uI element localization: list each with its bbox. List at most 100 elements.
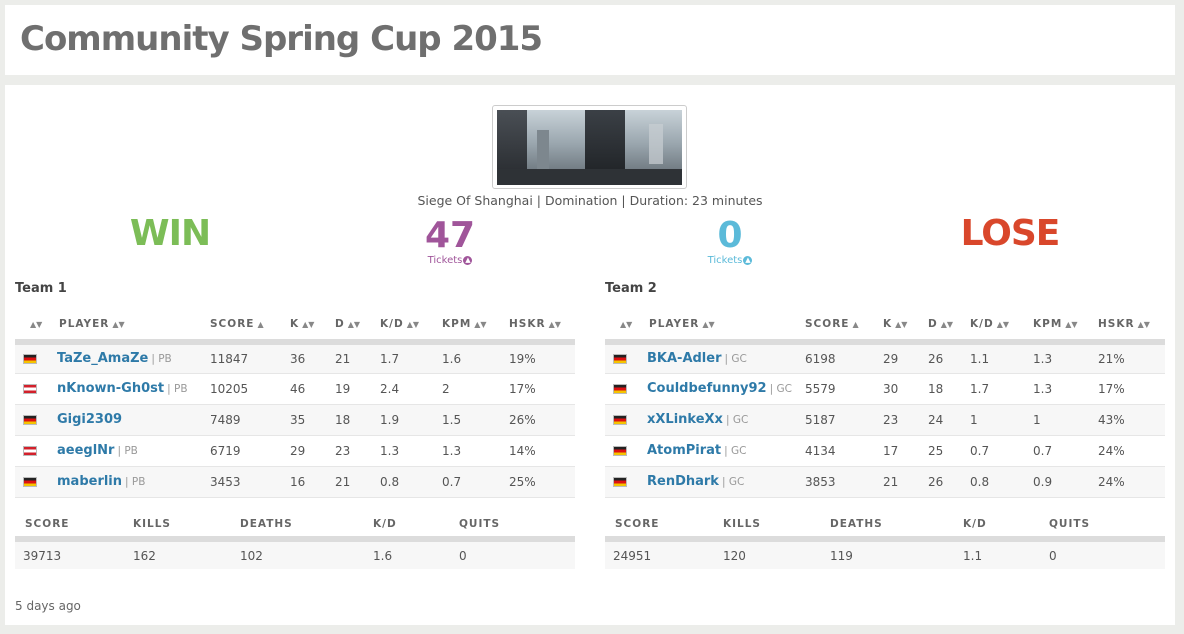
player-row: AtomPirat | GC 4134 17 25 0.7 0.7 24% <box>605 435 1165 467</box>
summary-score: 39713 <box>15 539 133 569</box>
player-kpm: 1.3 <box>442 435 509 467</box>
summary-deaths: 119 <box>830 539 963 569</box>
score-header[interactable]: SCORE ▲ <box>805 308 883 345</box>
player-row: Gigi2309 7489 35 18 1.9 1.5 26% <box>15 404 575 436</box>
map-image <box>497 110 682 185</box>
player-kd: 1.9 <box>380 404 442 436</box>
flag-icon <box>23 415 37 425</box>
player-kills: 30 <box>883 373 928 405</box>
sort-up-icon: ▲ <box>257 319 264 329</box>
team1-player-table: ▲▼ PLAYER ▲▼ SCORE ▲ K ▲▼ D ▲▼ K/D ▲▼ KPM ▲▼ H… <box>15 308 575 498</box>
summary-deaths-header: DEATHS <box>240 511 373 542</box>
player-kills: 23 <box>883 404 928 436</box>
player-header[interactable]: PLAYER ▲▼ <box>645 308 805 345</box>
player-platform: | PB <box>167 383 188 395</box>
player-score: 3853 <box>805 466 883 498</box>
player-kills: 46 <box>290 373 335 405</box>
player-row: maberlin | PB 3453 16 21 0.8 0.7 25% <box>15 466 575 498</box>
sort-icon: ▲▼ <box>548 319 561 329</box>
player-row: nKnown-Gh0st | PB 10205 46 19 2.4 2 17% <box>15 373 575 405</box>
score-header[interactable]: SCORE ▲ <box>210 308 290 345</box>
player-deaths: 21 <box>335 466 380 498</box>
player-kd: 1.7 <box>380 342 442 374</box>
player-platform: | GC <box>721 476 745 488</box>
player-header[interactable]: PLAYER ▲▼ <box>55 308 210 345</box>
player-kpm: 1.3 <box>1033 342 1098 374</box>
sort-icon: ▲▼ <box>1065 319 1078 329</box>
player-score: 11847 <box>210 342 290 374</box>
player-deaths: 26 <box>928 342 970 374</box>
chevron-up-circle-icon: ▲ <box>463 256 473 265</box>
summary-quits-header: QUITS <box>459 511 575 542</box>
sort-icon: ▲▼ <box>1137 319 1150 329</box>
player-platform: | PB <box>151 353 172 366</box>
player-name-link[interactable]: aeeglNr <box>57 443 115 458</box>
tickets-label: Tickets <box>427 255 463 266</box>
player-kpm: 0.7 <box>442 466 509 498</box>
player-kd: 0.7 <box>970 435 1033 467</box>
flag-icon <box>613 477 627 487</box>
sort-icon: ▲▼ <box>30 319 43 329</box>
player-platform: | PB <box>117 445 138 457</box>
player-name-link[interactable]: maberlin <box>57 474 123 489</box>
player-kills: 21 <box>883 466 928 498</box>
kpm-header[interactable]: KPM ▲▼ <box>442 308 509 345</box>
player-row: BKA-Adler | GC 6198 29 26 1.1 1.3 21% <box>605 342 1165 374</box>
summary-kills: 120 <box>723 539 830 569</box>
d-header[interactable]: D ▲▼ <box>335 308 380 345</box>
player-platform: | GC <box>725 414 749 426</box>
player-name-link[interactable]: Couldbefunny92 <box>647 381 767 396</box>
player-name-link[interactable]: Gigi2309 <box>57 412 123 427</box>
player-hskr: 17% <box>1098 373 1165 405</box>
player-score: 7489 <box>210 404 290 436</box>
summary-kills: 162 <box>133 539 240 569</box>
hskr-header[interactable]: HSKR ▲▼ <box>1098 308 1165 345</box>
player-name-link[interactable]: BKA-Adler <box>647 351 722 367</box>
player-name-link[interactable]: xXLinkeXx <box>647 412 723 427</box>
sort-icon: ▲▼ <box>474 319 487 329</box>
chevron-up-circle-icon: ▲ <box>743 256 753 265</box>
player-score: 10205 <box>210 373 290 405</box>
summary-deaths-header: DEATHS <box>830 511 963 542</box>
player-deaths: 24 <box>928 404 970 436</box>
player-deaths: 18 <box>335 404 380 436</box>
sort-icon: ▲▼ <box>347 319 361 329</box>
player-kpm: 0.9 <box>1033 466 1098 498</box>
kpm-header[interactable]: KPM ▲▼ <box>1033 308 1098 345</box>
player-hskr: 14% <box>509 435 575 467</box>
player-row: TaZe_AmaZe | PB 11847 36 21 1.7 1.6 19% <box>15 342 575 374</box>
player-hskr: 19% <box>509 342 575 374</box>
flag-icon <box>613 415 627 425</box>
summary-score: 24951 <box>605 539 723 569</box>
player-kd: 1 <box>970 404 1033 436</box>
player-row: Couldbefunny92 | GC 5579 30 18 1.7 1.3 17% <box>605 373 1165 405</box>
sort-flag-header[interactable]: ▲▼ <box>15 308 55 345</box>
summary-deaths: 102 <box>240 539 373 569</box>
player-kpm: 2 <box>442 373 509 405</box>
map-thumbnail[interactable] <box>492 105 687 189</box>
k-header[interactable]: K ▲▼ <box>290 308 335 345</box>
team2-name: Team 2 <box>605 281 657 296</box>
player-name-link[interactable]: AtomPirat <box>647 443 722 458</box>
hskr-header[interactable]: HSKR ▲▼ <box>509 308 575 345</box>
kd-header[interactable]: K/D ▲▼ <box>380 308 442 345</box>
summary-kd: 1.6 <box>373 539 459 569</box>
player-hskr: 21% <box>1098 342 1165 374</box>
kd-header[interactable]: K/D ▲▼ <box>970 308 1033 345</box>
player-hskr: 24% <box>1098 435 1165 467</box>
player-name-link[interactable]: RenDhark <box>647 474 719 489</box>
player-kills: 29 <box>883 342 928 374</box>
player-kills: 29 <box>290 435 335 467</box>
k-header[interactable]: K ▲▼ <box>883 308 928 345</box>
player-score: 4134 <box>805 435 883 467</box>
flag-icon <box>23 446 37 456</box>
sort-flag-header[interactable]: ▲▼ <box>605 308 645 345</box>
player-name-link[interactable]: TaZe_AmaZe <box>57 351 149 367</box>
d-header[interactable]: D ▲▼ <box>928 308 970 345</box>
player-platform: | GC <box>724 445 747 457</box>
player-deaths: 18 <box>928 373 970 405</box>
player-name-link[interactable]: nKnown-Gh0st <box>57 381 165 396</box>
player-deaths: 21 <box>335 342 380 374</box>
sort-icon: ▲▼ <box>940 319 954 329</box>
team2-player-table: ▲▼ PLAYER ▲▼ SCORE ▲ K ▲▼ D ▲▼ K/D ▲▼ KPM ▲▼ H… <box>605 308 1165 498</box>
